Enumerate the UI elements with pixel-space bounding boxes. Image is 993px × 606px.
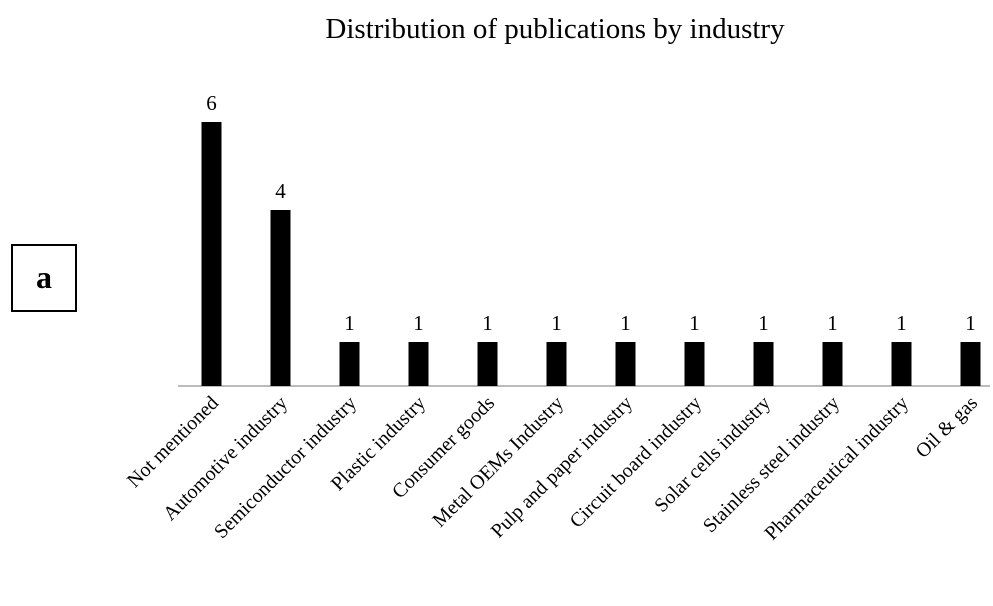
bar	[201, 122, 222, 386]
x-tick-label: Automotive industry	[159, 392, 292, 525]
bar	[960, 342, 981, 386]
x-tick-label: Metal OEMs Industry	[428, 392, 568, 532]
data-label: 4	[275, 179, 286, 203]
bar	[477, 342, 498, 386]
annotation: a	[36, 259, 52, 295]
bar	[684, 342, 705, 386]
bar	[891, 342, 912, 386]
chart-title: Distribution of publications by industry	[325, 13, 785, 45]
bar	[270, 210, 291, 386]
bar	[408, 342, 429, 386]
x-tick-label: Stainless steel industry	[699, 392, 844, 537]
bar	[615, 342, 636, 386]
data-label: 1	[965, 311, 976, 335]
data-label: 1	[827, 311, 838, 335]
data-label: 1	[413, 311, 424, 335]
bar	[822, 342, 843, 386]
x-tick-label: Solar cells industry	[650, 392, 775, 517]
data-label: 1	[551, 311, 562, 335]
data-label: 1	[344, 311, 355, 335]
data-label: 1	[482, 311, 493, 335]
x-tick-label: Circuit board industry	[566, 392, 706, 532]
bar	[753, 342, 774, 386]
bar	[339, 342, 360, 386]
x-tick-label: Pharmaceutical industry	[760, 392, 913, 545]
data-label: 6	[206, 91, 217, 115]
data-label: 1	[689, 311, 700, 335]
data-label: 1	[620, 311, 631, 335]
bar	[546, 342, 567, 386]
x-tick-label: Oil & gas	[911, 392, 982, 463]
data-label: 1	[758, 311, 769, 335]
annotation-box	[11, 244, 77, 312]
data-label: 1	[896, 311, 907, 335]
